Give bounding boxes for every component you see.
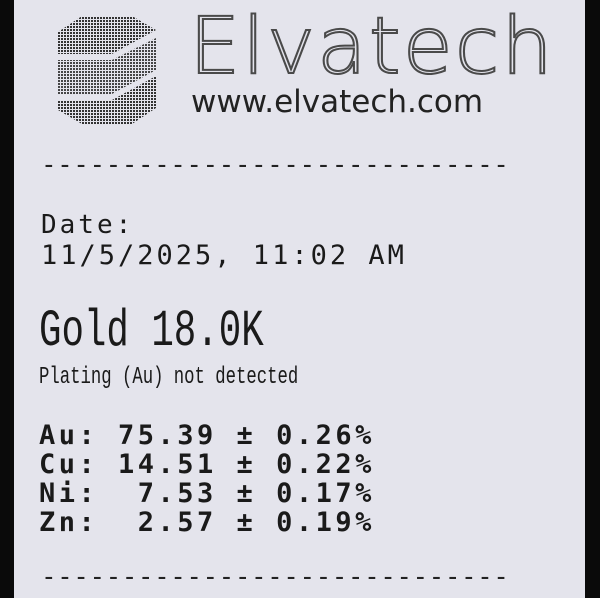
separator-top: ----------------------------- [41, 150, 510, 180]
date-label: Date: [41, 210, 135, 240]
element-row-cu: Cu: 14.51 ± 0.22% [39, 449, 375, 480]
separator-bottom: ----------------------------- [41, 562, 510, 592]
elvatech-logo-icon [58, 16, 156, 124]
website-url: www.elvatech.com [191, 84, 484, 120]
alloy-grade: Gold 18.0K [39, 302, 264, 361]
element-row-ni: Ni: 7.53 ± 0.17% [39, 478, 375, 509]
receipt-paper: Elvatech www.elvatech.com --------------… [14, 0, 585, 598]
element-row-zn: Zn: 2.57 ± 0.19% [39, 507, 375, 538]
brand-name: Elvatech [188, 1, 555, 93]
element-row-au: Au: 75.39 ± 0.26% [39, 420, 375, 451]
plating-status: Plating (Au) not detected [39, 364, 299, 391]
date-value: 11/5/2025, 11:02 AM [41, 240, 407, 271]
